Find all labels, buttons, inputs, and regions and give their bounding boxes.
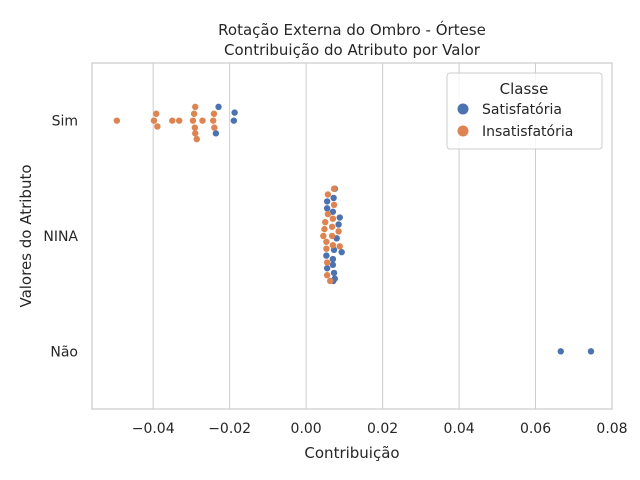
point-satisfatoria [329,208,337,215]
point-insatisfatoria [328,223,336,230]
legend: Classe Satisfatória Insatisfatória [446,72,603,150]
point-insatisfatoria [189,117,197,124]
x-ticks: −0.04 −0.02 0.00 0.02 0.04 0.06 0.08 [132,421,628,437]
point-insatisfatoria [321,225,328,233]
point-satisfatoria [215,103,222,111]
point-insatisfatoria [192,130,199,137]
y-tick-label: NINA [43,229,78,245]
point-insatisfatoria [336,243,343,250]
point-insatisfatoria [335,228,342,235]
x-tick-label: 0.06 [520,421,551,437]
legend-label-insatisfatoria: Insatisfatória [482,124,573,140]
data-points [113,103,595,355]
point-insatisfatoria [169,117,176,124]
point-satisfatoria [329,255,337,263]
y-tick-label: Não [50,344,78,360]
point-satisfatoria [587,348,595,355]
point-insatisfatoria [193,135,200,143]
point-satisfatoria [323,205,331,212]
point-insatisfatoria [190,110,198,117]
chart-subtitle: Contribuição do Atributo por Valor [224,41,481,59]
point-satisfatoria [330,269,338,277]
point-insatisfatoria [154,123,161,130]
x-tick-label: 0.04 [443,421,474,437]
x-tick-label: −0.02 [208,421,251,437]
point-satisfatoria [335,221,342,228]
x-tick-label: 0.08 [596,421,627,437]
point-insatisfatoria [150,117,158,124]
x-tick-label: 0.00 [291,421,322,437]
point-satisfatoria [323,265,331,272]
point-insatisfatoria [210,117,217,124]
x-tick-label: 0.02 [367,421,398,437]
point-insatisfatoria [323,272,331,279]
point-satisfatoria [557,348,564,355]
point-insatisfatoria [330,201,338,209]
point-satisfatoria [336,214,343,221]
point-insatisfatoria [210,110,218,117]
point-insatisfatoria [199,117,206,124]
plot-frame [91,62,613,410]
point-insatisfatoria [320,232,327,240]
point-satisfatoria [230,117,238,124]
point-satisfatoria [323,252,330,259]
y-axis-label: Valores do Atributo [17,164,35,307]
point-insatisfatoria [329,242,337,249]
x-axis-label: Contribuição [304,444,399,462]
point-insatisfatoria [328,232,336,240]
point-insatisfatoria [175,117,183,124]
point-insatisfatoria [322,218,329,226]
y-tick-label: Sim [52,114,78,130]
legend-marker-insatisfatoria [457,125,469,137]
point-insatisfatoria [211,124,218,131]
point-insatisfatoria [327,277,334,285]
point-insatisfatoria [113,117,121,124]
legend-marker-satisfatoria [457,103,469,115]
legend-box [446,72,603,150]
point-satisfatoria [231,109,238,116]
legend-label-satisfatoria: Satisfatória [482,102,562,118]
point-insatisfatoria [323,238,330,245]
point-satisfatoria [329,261,337,269]
point-satisfatoria [330,194,337,202]
point-insatisfatoria [323,245,330,252]
point-satisfatoria [212,130,220,137]
point-satisfatoria [323,198,331,205]
point-insatisfatoria [330,185,338,192]
point-insatisfatoria [329,215,337,222]
point-insatisfatoria [324,191,332,198]
point-insatisfatoria [323,259,331,266]
point-satisfatoria [338,248,345,256]
point-insatisfatoria [191,124,199,131]
x-tick-label: −0.04 [132,421,175,437]
y-ticks: Sim NINA Não [43,114,78,361]
point-insatisfatoria [324,210,332,218]
legend-title: Classe [500,80,549,98]
point-insatisfatoria [153,110,160,117]
point-insatisfatoria [192,103,199,111]
chart-title: Rotação Externa do Ombro - Órtese [218,20,486,39]
